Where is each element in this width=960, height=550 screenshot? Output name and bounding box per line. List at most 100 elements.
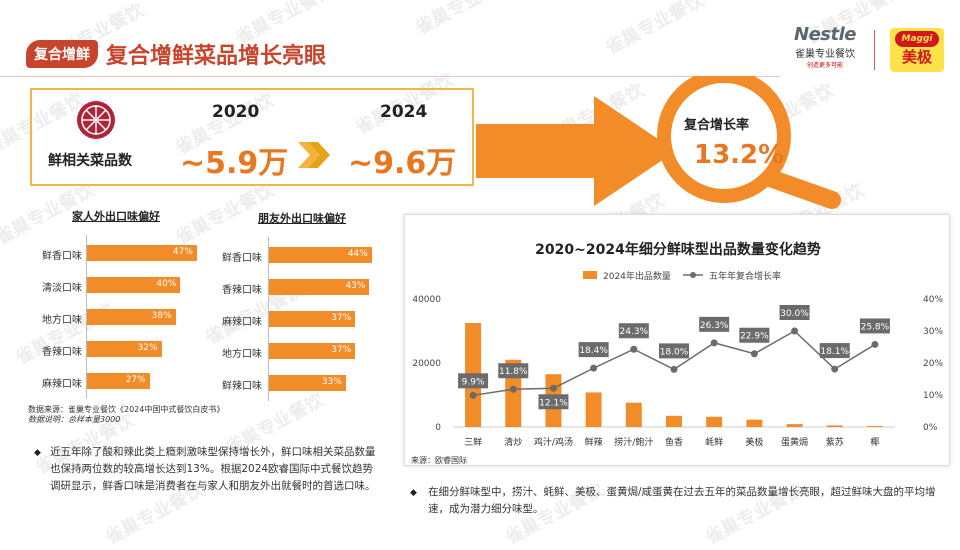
legend-line-label: 五年年复合增长率	[709, 270, 781, 282]
growth-value-label: 9.9%	[462, 377, 485, 387]
growth-point	[670, 365, 678, 373]
growth-point	[509, 385, 517, 393]
hbar-value-label: 37%	[331, 345, 352, 355]
x-tick-label: 紫苏	[826, 436, 844, 448]
x-tick-label: 蚝鲜	[705, 436, 723, 448]
stat-label: 鲜相关菜品数	[48, 153, 132, 169]
nestle-logo: Nestle 雀巢专业餐饮 创造更多可能	[790, 24, 860, 69]
section-badge: 复合增鲜	[26, 40, 98, 68]
x-tick-label: 捞汁/鲍汁	[614, 436, 653, 448]
growth-value-label: 11.8%	[499, 367, 528, 377]
y-right-tick-label: 10%	[923, 391, 943, 401]
x-tick-label: 鸡汁/鸡汤	[534, 436, 573, 448]
hbar-category-label: 地方口味	[222, 349, 262, 360]
y-right-tick-label: 0%	[923, 423, 938, 433]
hbar-category-label: 香辣口味	[222, 285, 262, 296]
growth-value-label: 26.3%	[700, 321, 729, 331]
hbar-value-label: 33%	[321, 377, 342, 387]
bullet-diamond-icon: ◆	[34, 448, 41, 458]
logo-separator	[874, 30, 875, 70]
y-left-tick-label: 40000	[412, 295, 441, 305]
y-right-tick-label: 40%	[923, 295, 943, 305]
growth-value-label: 30.0%	[780, 309, 809, 319]
growth-label-box	[458, 373, 489, 389]
page-title: 复合增鲜菜品增长亮眼	[106, 44, 327, 69]
combo-bar	[706, 416, 723, 427]
hbar-bar: 43%	[268, 279, 370, 295]
double-arrow-icon	[298, 142, 330, 168]
combo-bar	[666, 415, 682, 427]
watermark-text: 雀巢专业餐饮	[12, 299, 118, 369]
watermark-text: 雀巢专业餐饮	[412, 0, 518, 39]
stat-box	[30, 88, 474, 186]
growth-label-box	[819, 343, 850, 359]
growth-label: 复合增长率	[684, 118, 750, 133]
x-tick-label: 椰	[870, 436, 879, 448]
combo-bar	[826, 425, 843, 427]
growth-label-box	[498, 363, 529, 379]
growth-point	[791, 327, 799, 335]
legend-bar-swatch	[583, 271, 597, 279]
chart1-title: 家人外出口味偏好	[72, 210, 160, 223]
hbar-value-label: 40%	[156, 279, 177, 289]
plate-icon	[77, 101, 115, 139]
nestle-subtitle: 雀巢专业餐饮	[795, 49, 855, 60]
growth-value: 13.2%	[694, 140, 785, 170]
maggi-wordmark: Maggi	[895, 31, 939, 47]
growth-point	[549, 384, 557, 392]
hbar-bar: 40%	[86, 277, 181, 293]
left-sample-note: 数据说明：总样本量3000	[28, 415, 121, 424]
nestle-tagline: 创造更多可能	[806, 62, 843, 69]
magnifier-icon	[657, 76, 841, 209]
combo-bar	[866, 426, 883, 427]
left-bullet-text: 近五年除了酸和辣此类上瘾刺激味型保持增长外，鲜口味相关菜品数量也保持两位数的较高…	[50, 446, 376, 492]
title-divider	[0, 76, 780, 77]
combo-bar	[625, 402, 642, 427]
trend-chart-title: 2020~2024年细分鲜味型出品数量变化趋势	[535, 242, 821, 258]
year-end: 2024	[380, 102, 428, 122]
hbar-value-label: 37%	[331, 313, 352, 323]
x-tick-label: 鱼香	[665, 436, 683, 448]
x-tick-label: 鲜辣	[585, 436, 603, 448]
hbar-bar: 33%	[268, 375, 346, 391]
growth-point	[871, 340, 879, 348]
value-start: ~5.9万	[180, 146, 289, 181]
hbar-bar: 37%	[268, 343, 356, 359]
growth-arrow-icon	[476, 96, 676, 206]
hbar-bar: 27%	[86, 373, 150, 389]
hbar-bar: 44%	[268, 247, 372, 263]
growth-point	[590, 364, 598, 372]
growth-point	[831, 365, 839, 373]
legend-bar-label: 2024年出品数量	[603, 270, 671, 282]
trend-chart-panel: 2020~2024年细分鲜味型出品数量变化趋势 2024年出品数量 五年年复合增长…	[404, 214, 950, 466]
combo-bar	[585, 392, 602, 427]
hbar-category-label: 鲜香口味	[42, 251, 82, 262]
trend-chart: 2024年出品数量 五年年复合增长率 0 20000 40000 0% 10% 20% 30% 4…	[412, 270, 943, 448]
hbar-value-label: 27%	[125, 375, 146, 385]
combo-bar	[786, 424, 803, 427]
growth-label-box	[659, 343, 689, 359]
hbar-bar: 37%	[268, 311, 356, 327]
maggi-cn-wordmark: 美极	[901, 48, 932, 66]
hbar-category-label: 麻辣口味	[42, 379, 82, 390]
nestle-wordmark: Nestle	[794, 24, 856, 45]
hbar-category-label: 香辣口味	[42, 347, 82, 358]
hbar-category-label: 鲜香口味	[222, 253, 262, 264]
growth-value-label: 25.8%	[861, 322, 890, 332]
growth-label-box	[618, 323, 649, 339]
hbar-value-label: 43%	[345, 281, 366, 291]
growth-value-label: 22.9%	[740, 332, 769, 342]
growth-label-box	[578, 342, 609, 358]
x-tick-label: 蛋黄焗	[781, 436, 808, 448]
hbar-category-label: 清淡口味	[42, 283, 82, 294]
right-bullet-text: 在细分鲜味型中，捞汁、蚝鲜、美极、蛋黄焗/咸蛋黄在过去五年的菜品数量增长亮眼，超…	[428, 486, 936, 515]
value-end: ~9.6万	[348, 146, 457, 181]
growth-value-label: 18.1%	[820, 347, 849, 357]
growth-value-label: 12.1%	[539, 398, 568, 408]
growth-label-box	[739, 327, 770, 343]
combo-bar	[746, 419, 763, 427]
hbar-bar: 38%	[86, 309, 176, 325]
y-right-tick-label: 30%	[923, 327, 943, 337]
growth-point	[630, 345, 638, 353]
growth-point	[710, 339, 718, 347]
